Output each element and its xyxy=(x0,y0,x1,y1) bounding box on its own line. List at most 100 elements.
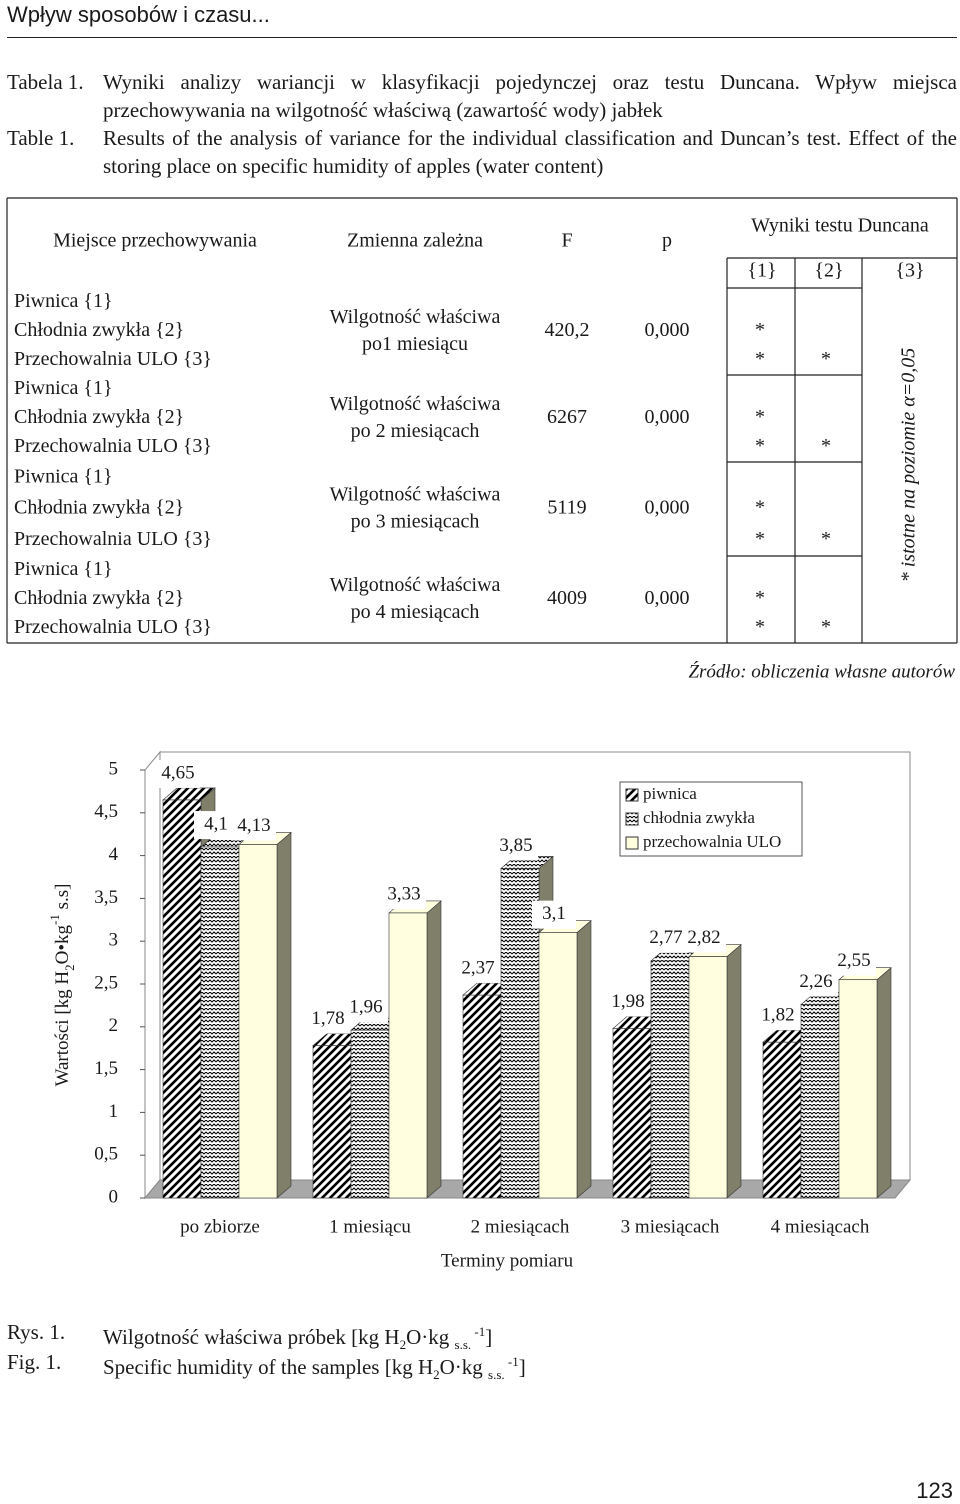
variable: po 4 miesiącach xyxy=(351,601,480,623)
significance-star: * xyxy=(755,435,765,457)
duncan-group: {3} xyxy=(895,260,924,282)
bar xyxy=(162,799,202,1199)
f-value: 420,2 xyxy=(545,319,590,341)
caption-part: Wilgotność właściwa próbek [kg H xyxy=(103,1325,400,1349)
duncan-group: {2} xyxy=(814,260,843,282)
f-value: 5119 xyxy=(547,497,586,519)
running-header: Wpływ sposobów i czasu... xyxy=(7,2,270,27)
bar-side xyxy=(426,900,442,1199)
x-tick-label: 3 miesiącach xyxy=(621,1216,720,1237)
table-header: Wyniki testu Duncana xyxy=(751,215,929,237)
p-value: 0,000 xyxy=(645,319,690,341)
place: Chłodnia zwykła {2} xyxy=(14,406,184,428)
value-label: 2,82 xyxy=(687,927,720,948)
duncan-group: {1} xyxy=(747,260,776,282)
place: Piwnica {1} xyxy=(14,290,113,312)
value-label: 1,96 xyxy=(349,997,382,1018)
bar-side xyxy=(876,967,892,1199)
value-label-bg xyxy=(606,988,650,1017)
caption-sub: 2 xyxy=(433,1367,440,1383)
bar xyxy=(800,1004,840,1199)
caption-part: Specific humidity of the samples [kg H xyxy=(103,1355,434,1379)
table-caption-en: Table 1. Results of the analysis of vari… xyxy=(7,124,957,180)
value-label-bg xyxy=(644,924,688,953)
bar xyxy=(762,1041,802,1199)
value-label: 2,26 xyxy=(799,971,832,992)
y-tick-label: 2,5 xyxy=(94,972,118,993)
value-label-bg xyxy=(532,900,576,929)
value-label-bg xyxy=(306,1005,350,1034)
y-tick-label: 4 xyxy=(109,844,119,865)
value-label-bg xyxy=(832,947,876,976)
caption-sub: 2 xyxy=(399,1337,407,1353)
table-caption-pl: Tabela 1. Wyniki analizy wariancji w kla… xyxy=(7,68,957,124)
y-tick-label: 3,5 xyxy=(94,887,118,908)
variable: po 3 miesiącach xyxy=(351,511,480,533)
value-label-bg xyxy=(344,994,388,1023)
value-label-bg xyxy=(232,812,276,841)
legend-swatch xyxy=(625,836,639,850)
legend-label: chłodnia zwykła xyxy=(643,808,755,827)
significance-star: * xyxy=(755,497,765,519)
significance-star: * xyxy=(821,435,831,457)
significance-star: * xyxy=(755,528,765,550)
place: Przechowalnia ULO {3} xyxy=(14,348,212,370)
value-label-bg xyxy=(456,955,500,984)
y-tick-label: 1,5 xyxy=(94,1058,118,1079)
bar-side xyxy=(276,831,292,1199)
value-label-bg xyxy=(156,759,200,788)
caption-part: O·kg xyxy=(406,1325,455,1349)
value-label-bg xyxy=(494,832,538,861)
place: Przechowalnia ULO {3} xyxy=(14,435,212,457)
caption-sub: s.s. xyxy=(454,1337,472,1353)
x-tick-label: po zbiorze xyxy=(180,1216,260,1237)
caption-label: Tabela 1. xyxy=(7,70,84,94)
page-number: 123 xyxy=(916,1478,953,1503)
caption-label: Table 1. xyxy=(7,126,75,150)
value-label: 4,65 xyxy=(161,762,194,783)
bar xyxy=(388,912,428,1199)
caption-text: Wilgotność właściwa próbek [kg H2O·kg s.… xyxy=(103,1318,957,1359)
figure-caption-pl: Rys. 1. Wilgotność właściwa próbek [kg H… xyxy=(7,1318,957,1359)
value-label: 2,55 xyxy=(837,950,870,971)
y-tick-label: 3 xyxy=(109,930,119,951)
place: Chłodnia zwykła {2} xyxy=(14,587,184,609)
variable: po1 miesiącu xyxy=(362,333,468,355)
place: Chłodnia zwykła {2} xyxy=(14,497,184,519)
value-label-bg xyxy=(194,811,238,840)
place: Piwnica {1} xyxy=(14,558,113,580)
bar xyxy=(688,956,728,1199)
y-tick-label: 0 xyxy=(109,1186,119,1207)
table-header: Miejsce przechowywania xyxy=(53,230,257,252)
bar xyxy=(312,1045,352,1199)
p-value: 0,000 xyxy=(645,406,690,428)
significance-star: * xyxy=(755,616,765,638)
significance-star: * xyxy=(821,616,831,638)
variable: po 2 miesiącach xyxy=(351,420,480,442)
bar xyxy=(838,979,878,1199)
caption-sup: -1 xyxy=(504,1354,519,1369)
y-label-part: s.s] xyxy=(52,884,73,915)
caption-text: Specific humidity of the samples [kg H2O… xyxy=(103,1348,957,1389)
y-label-sub: 2 xyxy=(62,964,77,971)
caption-part: O·kg xyxy=(439,1355,489,1379)
significance-star: * xyxy=(755,319,765,341)
place: Chłodnia zwykła {2} xyxy=(14,319,184,341)
place: Piwnica {1} xyxy=(14,377,113,399)
f-value: 4009 xyxy=(547,587,587,609)
variable: Wilgotność właściwa xyxy=(330,574,501,596)
figure-caption-en: Fig. 1. Specific humidity of the samples… xyxy=(7,1348,957,1389)
value-label: 3,85 xyxy=(499,835,532,856)
bar-side xyxy=(576,919,592,1199)
table-header: p xyxy=(662,230,672,252)
caption-sup: -1 xyxy=(471,1324,486,1339)
bar xyxy=(650,960,690,1199)
p-value: 0,000 xyxy=(645,497,690,519)
value-label-bg xyxy=(794,968,838,997)
legend-box xyxy=(619,781,803,857)
bar xyxy=(462,994,502,1199)
y-tick-label: 1 xyxy=(109,1101,119,1122)
y-label-sup: -1 xyxy=(47,914,62,925)
value-label-bg xyxy=(382,880,426,909)
